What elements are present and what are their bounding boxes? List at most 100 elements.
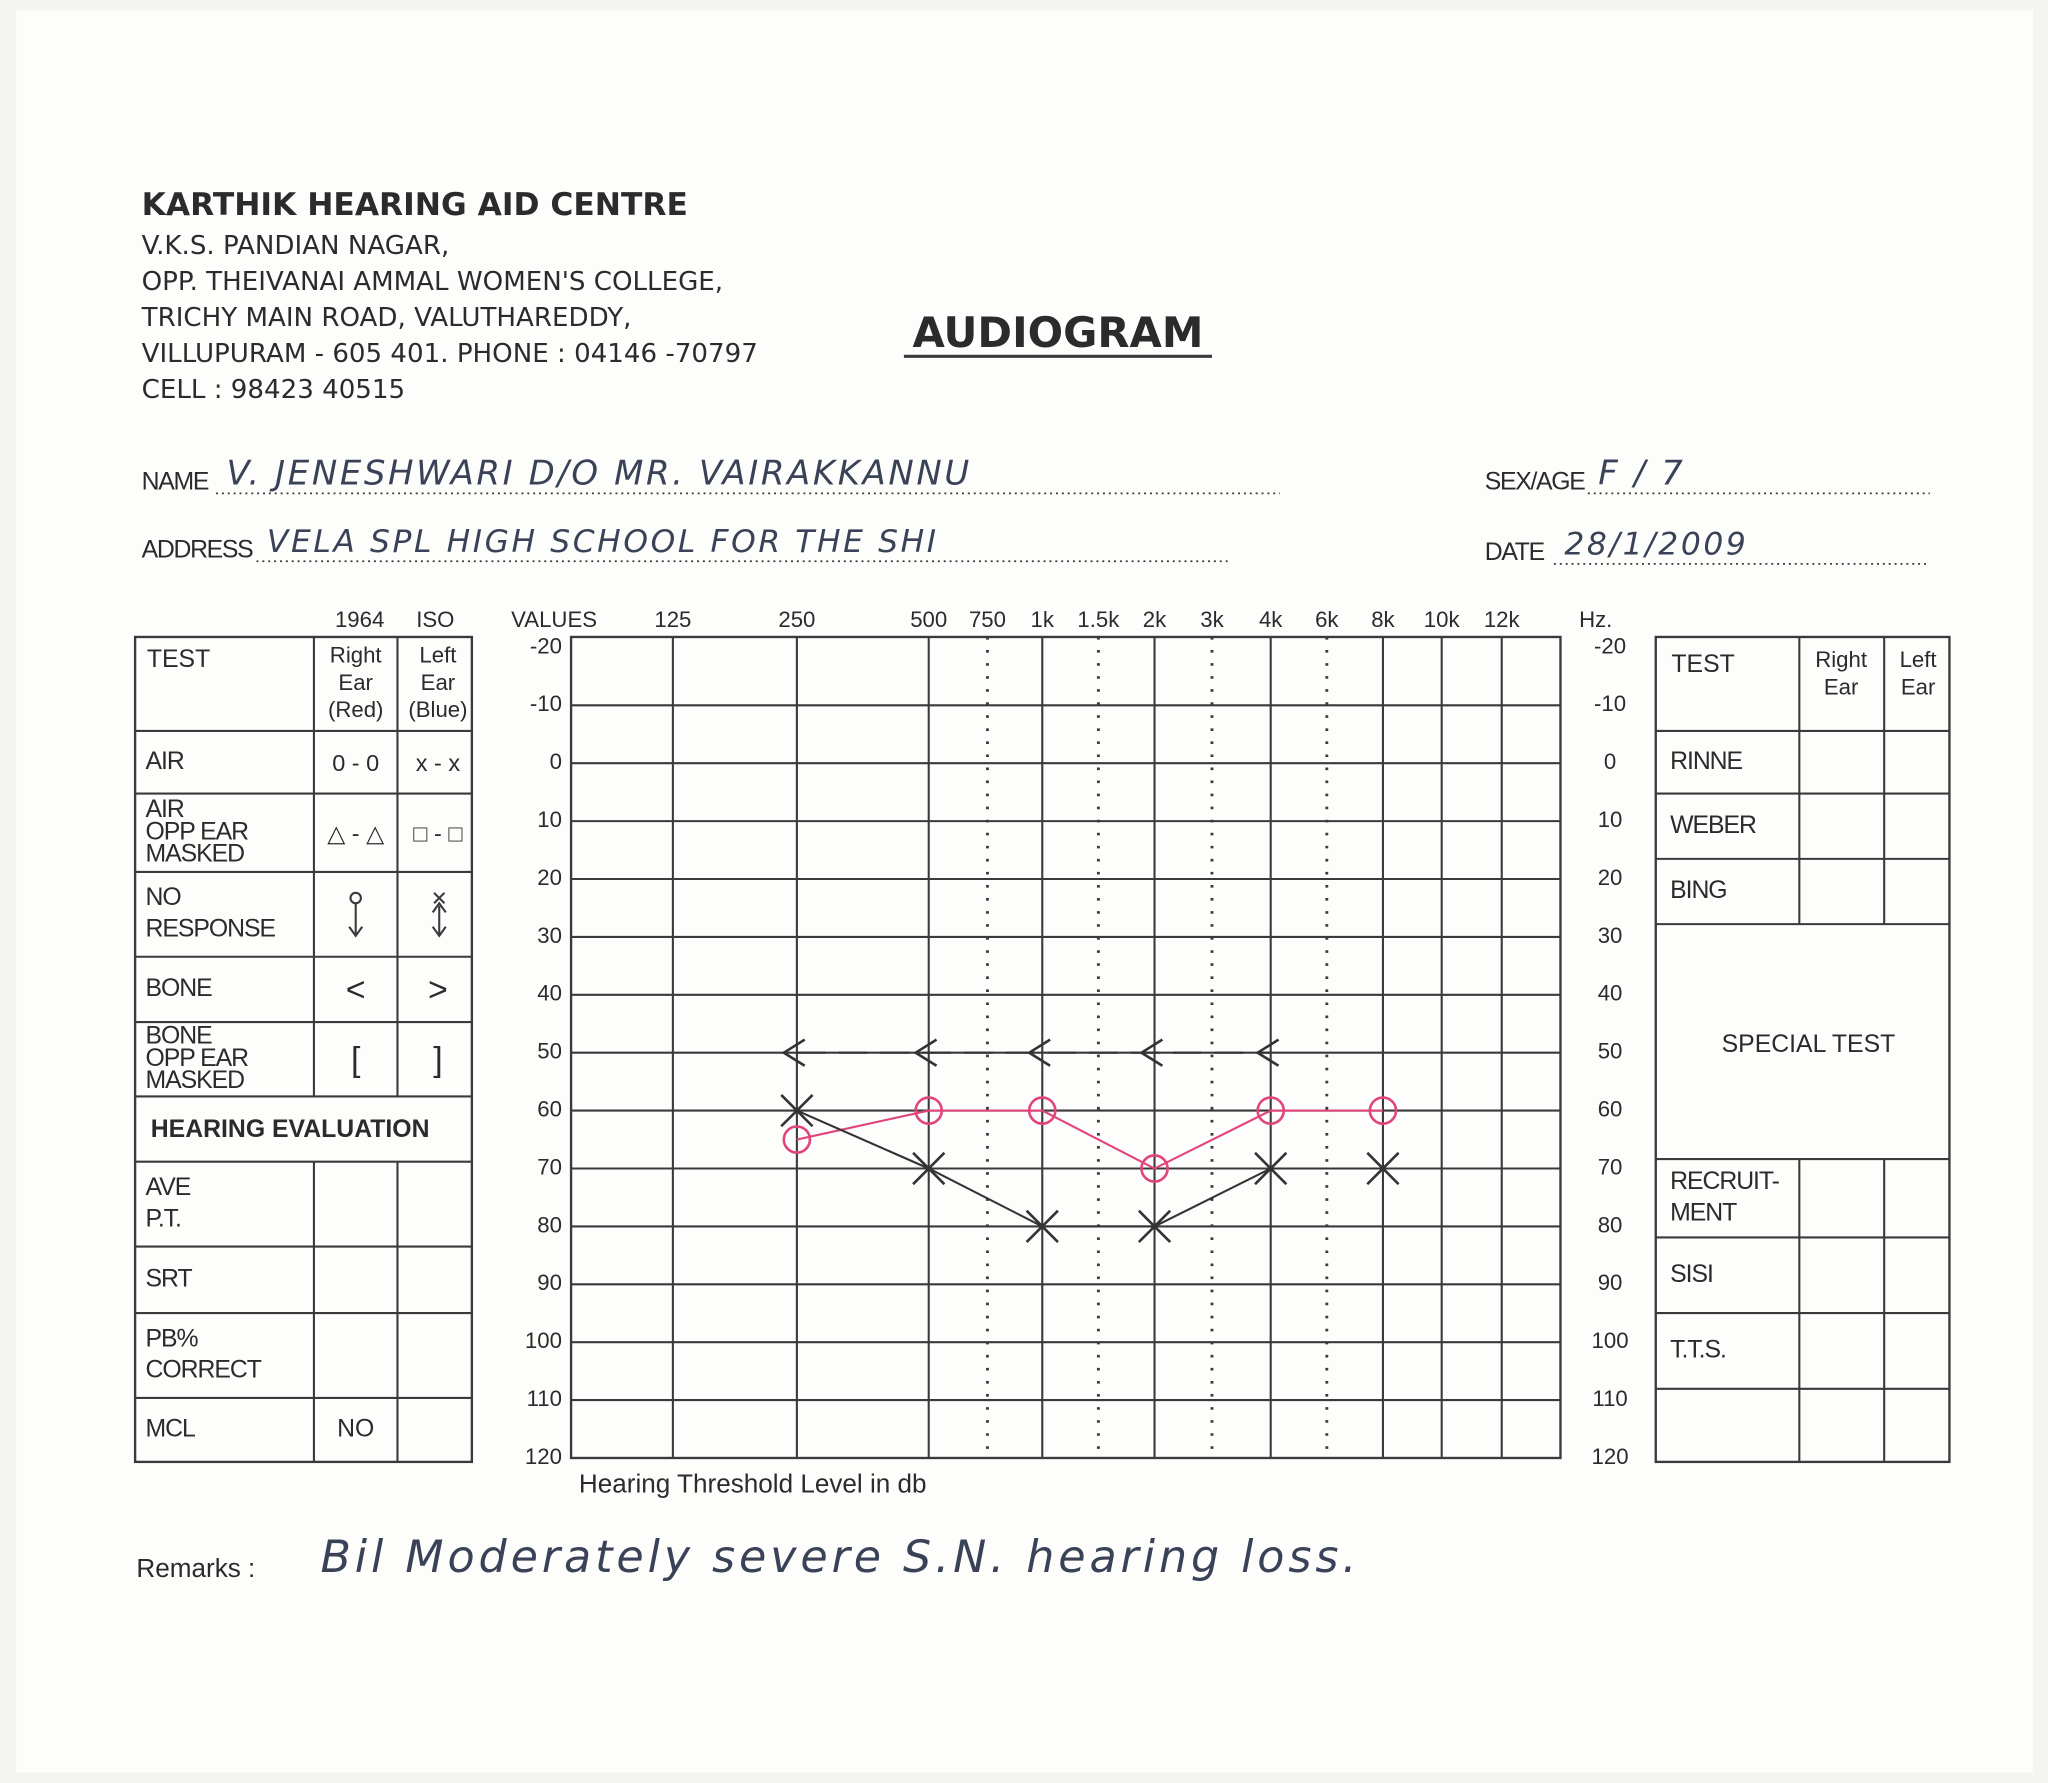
x-tick-label: 3k	[1200, 607, 1224, 632]
test-name: MASKED	[146, 1067, 245, 1094]
org-name: KARTHIK HEARING AID CENTRE	[142, 187, 688, 223]
test-name: WEBER	[1670, 812, 1756, 839]
y-tick-label: 80	[537, 1212, 562, 1237]
y-tick-label-right: 110	[1592, 1386, 1627, 1411]
bone-marker	[1255, 1038, 1280, 1067]
special-test-heading: SPECIAL TEST	[1722, 1031, 1896, 1058]
y-tick-label: -10	[530, 691, 562, 716]
field-label: SEX/AGE	[1485, 468, 1586, 495]
x-tick-label: 250	[778, 607, 815, 632]
remarks-label: Remarks :	[136, 1553, 255, 1583]
left-ear-air-marker	[780, 1094, 814, 1128]
test-name: MASKED	[146, 840, 245, 867]
x-tick-label: 6k	[1315, 607, 1339, 632]
remarks-text: Bil Moderately severe S.N. hearing loss.	[320, 1532, 1360, 1583]
address-line: VILLUPURAM - 605 401. PHONE : 04146 -707…	[142, 339, 758, 369]
legend-symbol: >	[428, 971, 448, 1009]
x-tick-label: 4k	[1259, 607, 1283, 632]
legend-symbol: [	[351, 1041, 361, 1079]
series-line	[796, 1109, 1383, 1170]
test-name: RESPONSE	[146, 916, 276, 943]
x-axis-title: Hearing Threshold Level in db	[579, 1468, 927, 1498]
table-header: TEST	[147, 646, 210, 673]
table-header: Ear	[338, 670, 373, 695]
x-tick-label: 500	[910, 607, 947, 632]
test-name: PB%	[146, 1325, 199, 1352]
y-tick-label-right: 120	[1592, 1444, 1629, 1469]
x-tick-label: 10k	[1424, 607, 1461, 632]
y-tick-label: 120	[525, 1444, 562, 1469]
x-tick-label: 1.5k	[1077, 607, 1120, 632]
y-tick-label: 0	[550, 749, 562, 774]
address-line: CELL : 98423 40515	[142, 375, 405, 405]
y-tick-label: 70	[537, 1154, 562, 1179]
y-tick-label: 100	[525, 1328, 562, 1353]
right-ear-air-marker	[782, 1125, 812, 1154]
test-name: AVE	[146, 1174, 191, 1201]
bone-marker	[913, 1038, 938, 1067]
test-name: CORRECT	[146, 1357, 262, 1384]
section-heading: HEARING EVALUATION	[151, 1116, 430, 1143]
y-tick-label-right: 50	[1598, 1039, 1623, 1064]
address-line: V.K.S. PANDIAN NAGAR,	[142, 231, 450, 261]
x-tick-label: 125	[654, 607, 691, 632]
legend-symbol: ]	[433, 1041, 442, 1079]
no-response-right-symbol	[348, 891, 364, 938]
test-name: NO	[146, 884, 182, 911]
test-name: SISI	[1670, 1261, 1713, 1288]
y-tick-label: 60	[537, 1096, 562, 1121]
field-value: VELA SPL HIGH SCHOOL FOR THE SHI	[267, 524, 939, 560]
test-name: T.T.S.	[1670, 1337, 1726, 1364]
bone-marker	[1026, 1038, 1051, 1067]
right-ear-air-marker	[914, 1096, 944, 1125]
x-tick-label: 2k	[1143, 607, 1167, 632]
table-header: Ear	[1901, 674, 1936, 699]
y-tick-label: 10	[537, 807, 562, 832]
right-ear-air-marker	[1256, 1096, 1286, 1125]
table-header: (Blue)	[408, 697, 467, 722]
table-header: Right	[330, 642, 382, 667]
test-name: BONE	[146, 1023, 213, 1050]
standard-label: ISO	[416, 607, 454, 632]
y-tick-label: 40	[537, 981, 562, 1006]
x-tick-label: 1k	[1031, 607, 1055, 632]
paper	[16, 10, 2033, 1773]
y-tick-label-right: 70	[1598, 1154, 1623, 1179]
legend-symbol: <	[346, 971, 366, 1009]
table-header: Right	[1815, 647, 1867, 672]
address-line: OPP. THEIVANAI AMMAL WOMEN'S COLLEGE,	[142, 267, 723, 297]
test-name: RECRUIT-	[1670, 1168, 1780, 1195]
y-tick-label-right: 90	[1598, 1270, 1623, 1295]
no-response-left-symbol	[431, 892, 447, 938]
legend-symbol: △ - △	[327, 821, 384, 847]
y-tick-label-right: -10	[1594, 691, 1626, 716]
test-name: AIR	[146, 748, 184, 775]
y-tick-label: 110	[527, 1386, 562, 1411]
x-tick-label: 12k	[1484, 607, 1521, 632]
y-tick-label: 50	[537, 1039, 562, 1064]
test-name: MCL	[146, 1415, 195, 1442]
left-ear-air-marker	[1366, 1151, 1400, 1186]
y-tick-label-right: 0	[1604, 749, 1616, 774]
y-tick-label-right: 10	[1598, 807, 1623, 832]
series-line	[796, 1109, 1383, 1228]
right-ear-air-marker	[1140, 1154, 1169, 1183]
field-label: DATE	[1485, 539, 1545, 566]
table-header: Ear	[1824, 674, 1859, 699]
y-tick-label-right: 60	[1598, 1096, 1623, 1121]
table-header: Left	[1900, 647, 1937, 672]
y-tick-label: 30	[537, 923, 562, 948]
test-name: BING	[1670, 877, 1726, 904]
axis-label: Hz.	[1579, 607, 1612, 632]
table-header: (Red)	[328, 697, 383, 722]
legend-symbol: x - x	[416, 750, 461, 776]
x-tick-label: 8k	[1371, 607, 1395, 632]
cell-value: NO	[337, 1415, 374, 1442]
address-line: TRICHY MAIN ROAD, VALUTHAREDDY,	[141, 303, 632, 333]
y-tick-label-right: 30	[1598, 923, 1623, 948]
test-name: BONE	[146, 975, 213, 1002]
test-name: OPP EAR	[146, 1045, 249, 1072]
y-tick-label-right: 100	[1592, 1328, 1629, 1353]
